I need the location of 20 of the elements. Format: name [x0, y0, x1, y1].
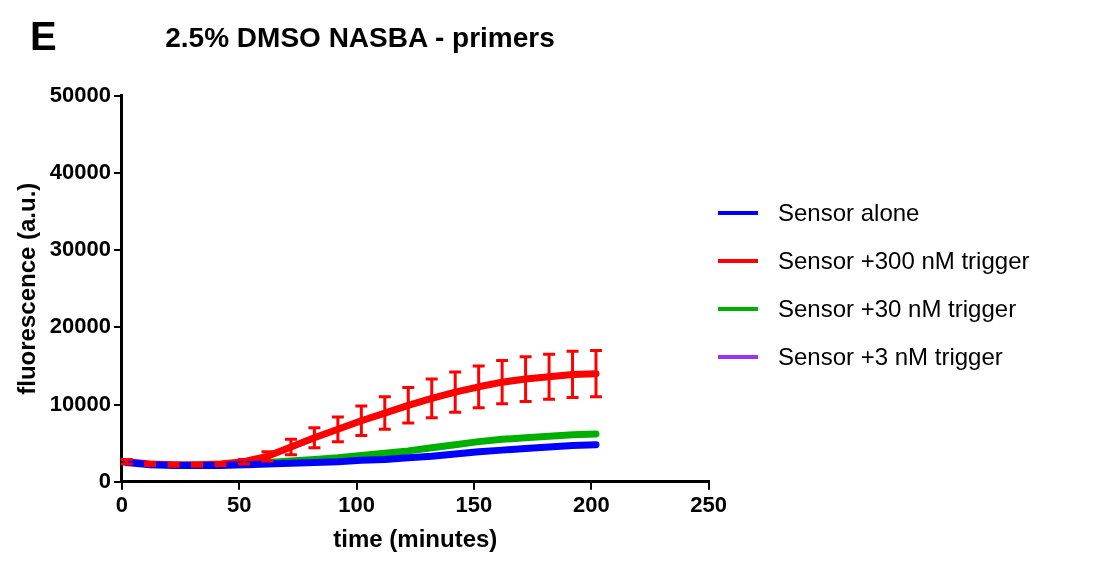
legend-label: Sensor +30 nM trigger: [778, 294, 1017, 323]
text: E: [30, 14, 57, 59]
x-axis-title: time (minutes): [333, 525, 498, 553]
x-tick-label: 50: [227, 492, 252, 518]
x-tick-label: 250: [690, 492, 728, 518]
legend-label: Sensor +300 nM trigger: [778, 246, 1030, 275]
x-tick-label: 0: [115, 492, 129, 518]
y-axis-title: fluorescence (a.u.): [13, 182, 41, 395]
legend-label: Sensor alone: [778, 198, 920, 227]
legend-label: Sensor +3 nM trigger: [778, 342, 1003, 371]
y-tick-label: 30000: [49, 236, 111, 262]
y-tick-label: 0: [98, 467, 111, 493]
y-tick-label: 10000: [49, 390, 111, 416]
y-tick-label: 40000: [49, 158, 111, 184]
y-tick-label: 20000: [49, 313, 111, 339]
x-tick-label: 100: [338, 492, 375, 518]
x-tick-label: 200: [572, 492, 610, 518]
chart-title: 2.5% DMSO NASBA - primers: [165, 21, 555, 53]
y-tick-label: 50000: [49, 81, 111, 107]
x-tick-label: 150: [455, 492, 493, 518]
